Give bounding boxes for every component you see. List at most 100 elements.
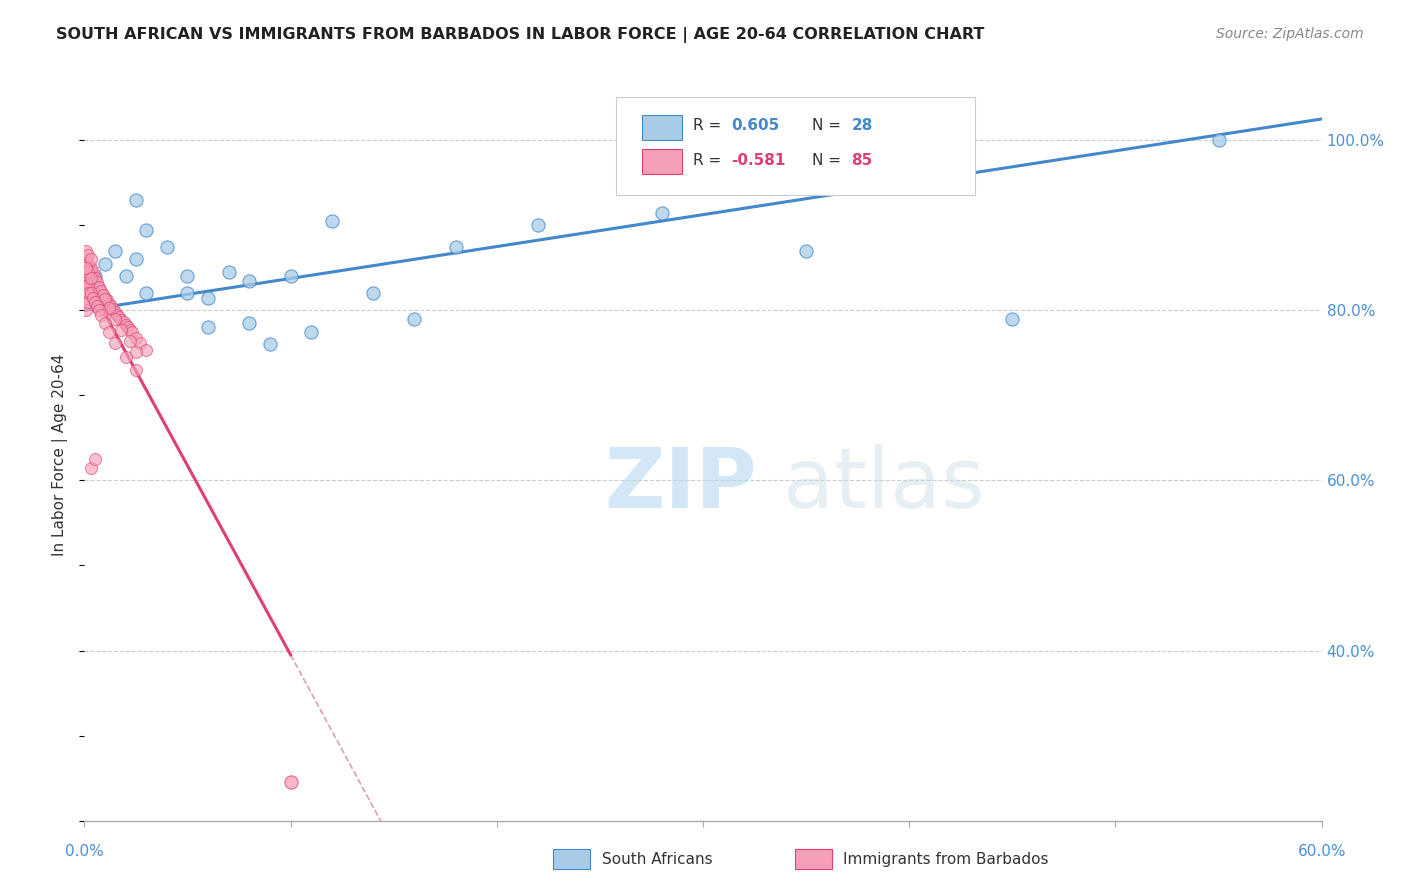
Point <box>176 269 198 284</box>
Text: 85: 85 <box>852 153 873 169</box>
Text: 28: 28 <box>852 119 873 133</box>
Point <box>75 256 97 270</box>
FancyBboxPatch shape <box>643 149 682 174</box>
Text: 60.0%: 60.0% <box>1298 845 1346 860</box>
Point <box>135 286 157 301</box>
Point <box>83 269 105 284</box>
Point <box>125 252 148 267</box>
Point <box>79 252 101 267</box>
Text: Source: ZipAtlas.com: Source: ZipAtlas.com <box>1216 27 1364 41</box>
Point <box>125 363 148 377</box>
Point <box>238 274 260 288</box>
FancyBboxPatch shape <box>643 115 682 140</box>
Text: 0.605: 0.605 <box>731 119 780 133</box>
Point <box>75 260 97 275</box>
Point <box>75 291 97 305</box>
Point <box>114 350 136 364</box>
Point <box>259 337 281 351</box>
Point <box>361 286 384 301</box>
Point <box>83 452 105 467</box>
FancyBboxPatch shape <box>616 96 976 195</box>
Point <box>96 293 118 307</box>
Point <box>197 320 219 334</box>
Point <box>125 330 148 344</box>
Point <box>77 277 100 292</box>
Point <box>75 282 97 296</box>
Point <box>404 311 426 326</box>
Point <box>83 286 105 301</box>
Point <box>1001 311 1024 326</box>
Text: N =: N = <box>811 119 846 133</box>
FancyBboxPatch shape <box>554 849 591 869</box>
Point <box>100 299 122 313</box>
Point <box>82 269 104 284</box>
Point <box>104 244 127 258</box>
Point <box>94 316 117 330</box>
Point <box>77 294 100 309</box>
Point <box>86 291 108 305</box>
Point <box>75 265 97 279</box>
Point <box>114 318 136 332</box>
Point <box>197 291 219 305</box>
Point <box>94 256 117 270</box>
Point <box>75 286 97 301</box>
Point <box>156 239 179 253</box>
Point <box>90 284 112 298</box>
Point <box>82 265 104 279</box>
Point <box>75 296 97 310</box>
Text: atlas: atlas <box>783 443 986 524</box>
Point <box>129 335 152 350</box>
Point <box>176 286 198 301</box>
Point <box>112 315 135 329</box>
Text: South Africans: South Africans <box>602 852 713 867</box>
Point <box>104 305 127 319</box>
Text: R =: R = <box>693 153 727 169</box>
Point <box>82 282 104 296</box>
Point <box>87 294 110 309</box>
Point <box>527 219 550 233</box>
Point <box>125 193 148 207</box>
Point <box>103 301 125 316</box>
Text: R =: R = <box>693 119 727 133</box>
Text: Immigrants from Barbados: Immigrants from Barbados <box>842 852 1049 867</box>
Point <box>135 222 157 236</box>
Point <box>77 265 100 279</box>
Text: ZIP: ZIP <box>605 443 756 524</box>
Point <box>83 294 105 309</box>
Point <box>75 303 97 318</box>
Point <box>75 277 97 292</box>
Point <box>91 288 114 302</box>
Point <box>110 312 132 326</box>
Point <box>94 293 117 307</box>
Text: -0.581: -0.581 <box>731 153 786 169</box>
Point <box>135 343 157 358</box>
Text: N =: N = <box>811 153 846 169</box>
Point <box>77 286 100 301</box>
Point <box>91 288 114 302</box>
Point <box>321 214 343 228</box>
Point <box>82 291 104 305</box>
Text: 0.0%: 0.0% <box>65 845 104 860</box>
Point <box>98 301 121 315</box>
Point <box>117 320 139 334</box>
Point <box>83 299 105 313</box>
Point <box>79 286 101 301</box>
Point <box>94 291 117 305</box>
Point <box>121 326 143 340</box>
Point <box>91 301 114 315</box>
Point <box>651 205 673 219</box>
Point <box>218 265 240 279</box>
Point <box>98 325 121 339</box>
Point <box>90 286 112 301</box>
Point <box>90 299 112 313</box>
Point <box>280 775 302 789</box>
Text: SOUTH AFRICAN VS IMMIGRANTS FROM BARBADOS IN LABOR FORCE | AGE 20-64 CORRELATION: SOUTH AFRICAN VS IMMIGRANTS FROM BARBADO… <box>56 27 984 43</box>
Point <box>79 265 101 279</box>
Point <box>86 299 108 313</box>
Point <box>87 279 110 293</box>
Point <box>79 291 101 305</box>
Point <box>1208 133 1230 147</box>
Point <box>238 316 260 330</box>
Point <box>77 269 100 284</box>
Point <box>79 271 101 285</box>
